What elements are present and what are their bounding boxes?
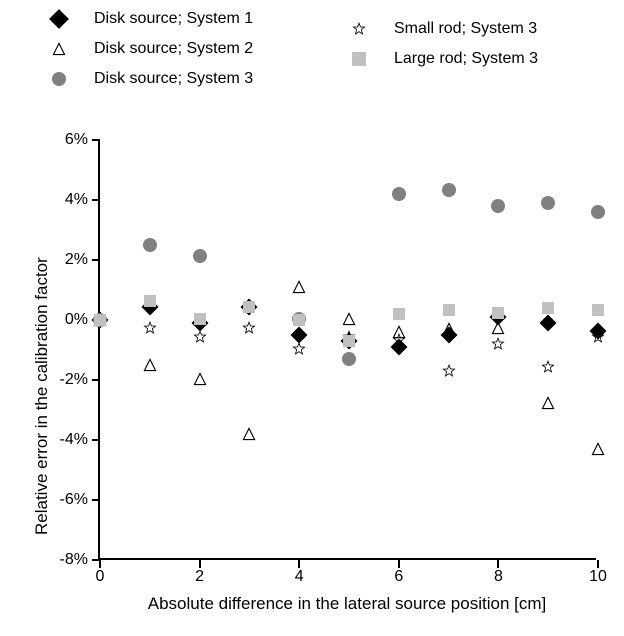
data-point: [442, 322, 456, 336]
x-tick: [597, 560, 599, 568]
legend-label: Disk source; System 3: [94, 70, 253, 88]
y-tick: [92, 139, 100, 141]
data-point: [342, 352, 356, 366]
legend-item: Disk source; System 2: [44, 40, 253, 58]
y-tick: [92, 199, 100, 201]
square-filled-icon: [344, 52, 374, 66]
data-point: [292, 280, 306, 294]
y-tick-label: -4%: [60, 431, 88, 449]
data-point: [143, 321, 157, 335]
diamond-filled-icon: [44, 12, 74, 26]
data-point: [592, 304, 604, 316]
y-tick-label: 0%: [65, 311, 88, 329]
data-point: [293, 314, 305, 326]
triangle-open-icon: [44, 42, 74, 56]
legend-label: Disk source; System 1: [94, 10, 253, 28]
y-tick: [92, 559, 100, 561]
y-tick: [92, 439, 100, 441]
data-point: [144, 295, 156, 307]
legend-label: Disk source; System 2: [94, 40, 253, 58]
legend-label: Small rod; System 3: [394, 20, 537, 38]
data-point: [542, 302, 554, 314]
data-point: [443, 304, 455, 316]
data-point: [591, 330, 605, 344]
data-point: [342, 312, 356, 326]
data-point: [491, 199, 505, 213]
data-point: [242, 427, 256, 441]
data-point: [491, 337, 505, 351]
data-point: [343, 335, 355, 347]
x-tick: [99, 560, 101, 568]
x-tick-label: 10: [589, 568, 607, 586]
y-tick-label: -6%: [60, 491, 88, 509]
data-point: [243, 301, 255, 313]
data-point: [143, 238, 157, 252]
x-tick: [199, 560, 201, 568]
data-point: [392, 187, 406, 201]
data-point: [442, 364, 456, 378]
plot-area: 0246810-8%-6%-4%-2%0%2%4%6%: [98, 140, 596, 560]
x-tick-label: 4: [295, 568, 304, 586]
data-point: [541, 396, 555, 410]
legend-item: Disk source; System 3: [44, 70, 253, 88]
x-axis-label: Absolute difference in the lateral sourc…: [98, 594, 596, 614]
data-point: [193, 330, 207, 344]
data-point: [591, 442, 605, 456]
data-point: [292, 342, 306, 356]
data-point: [94, 314, 106, 326]
scatter-chart: 0246810-8%-6%-4%-2%0%2%4%6% Absolute dif…: [98, 140, 596, 560]
y-tick-label: -8%: [60, 551, 88, 569]
data-point: [393, 308, 405, 320]
legend-item: Small rod; System 3: [344, 20, 537, 38]
x-tick-label: 8: [494, 568, 503, 586]
data-point: [242, 321, 256, 335]
data-point: [392, 333, 406, 347]
data-point: [541, 360, 555, 374]
data-point: [193, 372, 207, 386]
x-tick: [398, 560, 400, 568]
legend-item: Large rod; System 3: [344, 50, 538, 68]
star-open-icon: [344, 22, 374, 36]
y-tick: [92, 499, 100, 501]
data-point: [442, 183, 456, 197]
circle-filled-icon: [44, 72, 74, 86]
data-point: [193, 249, 207, 263]
data-point: [540, 315, 557, 332]
data-point: [541, 196, 555, 210]
legend: Disk source; System 1 Disk source; System…: [44, 10, 604, 100]
y-tick-label: -2%: [60, 371, 88, 389]
x-tick-label: 6: [394, 568, 403, 586]
data-point: [143, 358, 157, 372]
data-point: [492, 307, 504, 319]
data-point: [491, 321, 505, 335]
y-tick: [92, 379, 100, 381]
legend-item: Disk source; System 1: [44, 10, 253, 28]
data-point: [194, 313, 206, 325]
y-axis-label: Relative error in the calibration factor: [32, 257, 52, 535]
x-tick: [497, 560, 499, 568]
legend-label: Large rod; System 3: [394, 50, 538, 68]
y-tick-label: 4%: [65, 191, 88, 209]
x-tick-label: 2: [195, 568, 204, 586]
x-tick-label: 0: [96, 568, 105, 586]
x-tick: [298, 560, 300, 568]
y-tick-label: 2%: [65, 251, 88, 269]
y-tick: [92, 259, 100, 261]
data-point: [591, 205, 605, 219]
y-tick-label: 6%: [65, 131, 88, 149]
